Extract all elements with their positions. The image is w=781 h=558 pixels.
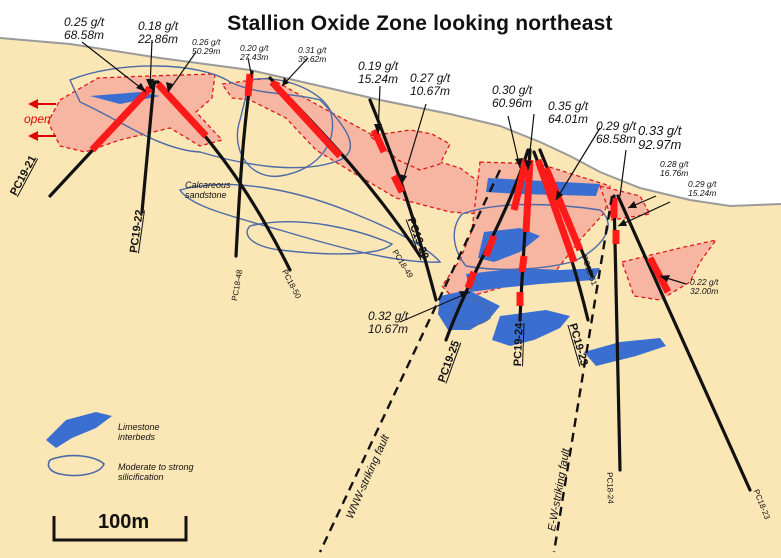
intercept-label: 0.20 g/t 27.43m <box>240 43 269 63</box>
fault-wnw <box>318 169 502 553</box>
intercept-label: 0.31 g/t 39.62m <box>298 45 327 65</box>
faults <box>318 169 614 553</box>
drillhole-label-pc18-24: PC18-24 <box>605 472 616 504</box>
intercept-label: 0.18 g/t 22.86m <box>138 19 179 46</box>
drillhole-pc19-22 <box>140 80 156 214</box>
intercept-pc19-22 <box>155 81 209 139</box>
intercept-label: 0.19 g/t 15.24m <box>358 59 399 86</box>
limestone-4 <box>466 268 600 292</box>
silicification-lens <box>449 298 491 327</box>
intercept-label: 0.29 g/t 15.24m <box>688 179 717 199</box>
intercept-pc19-25-c <box>464 270 478 290</box>
scale-bar <box>52 516 188 542</box>
intercept-label: 0.26 g/t 50.29m <box>192 37 221 57</box>
ground-surface-line <box>0 37 781 208</box>
zone-west <box>47 73 224 153</box>
legend-silicification-label: Moderate to strong silicification <box>118 462 194 483</box>
intercept-pc18-48 <box>244 73 254 97</box>
drillhole-pc18-24 <box>612 194 622 472</box>
silicification-west <box>69 65 351 169</box>
leader-arrowheads <box>136 77 670 298</box>
limestone-6 <box>492 310 570 346</box>
intercept-pc19-25-b <box>482 234 498 258</box>
intercept-label: 0.29 g/t 68.58m <box>596 119 637 146</box>
intercept-label: 0.35 g/t 64.01m <box>548 99 589 126</box>
intercept-label: 0.33 g/t 92.97m <box>638 123 682 153</box>
intercept-pc18-49 <box>269 79 343 159</box>
silicification-south <box>178 183 442 263</box>
silicification-legend-swatch <box>47 454 105 477</box>
intercept-pc19-25-a <box>510 159 530 211</box>
intercept-label: 0.28 g/t 16.76m <box>660 159 689 179</box>
figure-title: Stallion Oxide Zone looking northeast <box>227 12 613 35</box>
intercept-pc18-23 <box>646 256 672 294</box>
intercept-pc19-24-b <box>518 255 528 273</box>
intercept-pc19-21 <box>89 85 153 153</box>
zone-far-east <box>621 238 718 301</box>
intercept-label: 0.25 g/t 68.58m <box>64 15 105 42</box>
rock-type-label: Calcareous sandstone <box>185 180 231 201</box>
fault-ew <box>552 195 614 553</box>
zone-ridge <box>368 129 451 171</box>
silicification-sw <box>246 221 394 255</box>
intercept-label: 0.30 g/t 60.96m <box>492 83 533 110</box>
ground-body <box>0 38 781 558</box>
intercept-pc19-23 <box>534 158 578 264</box>
scale-bar-label: 100m <box>98 511 150 533</box>
open-arrows <box>28 99 56 141</box>
intercept-segments <box>89 73 672 306</box>
intercept-label: 0.27 g/t 10.67m <box>410 71 451 98</box>
limestone-legend-swatch <box>46 412 112 448</box>
intercept-pc19-20-a <box>370 128 388 154</box>
limestone-7 <box>584 338 666 366</box>
open-label: open <box>24 112 51 126</box>
intercept-pc18-51 <box>542 166 584 252</box>
silicification-outlines <box>69 65 609 327</box>
intercept-label: 0.32 g/t 10.67m <box>368 309 409 336</box>
legend-limestone-label: Limestone interbeds <box>118 422 160 443</box>
intercept-label: 0.22 g/t 32.00m <box>690 277 719 297</box>
drillhole-label-pc19-24: PC19-24 <box>512 322 526 367</box>
drillhole-pc19-20 <box>368 98 438 302</box>
intercept-pc19-20-b <box>390 174 406 194</box>
intercept-pc19-24-a <box>522 159 534 233</box>
drillhole-pc18-23 <box>616 194 752 492</box>
